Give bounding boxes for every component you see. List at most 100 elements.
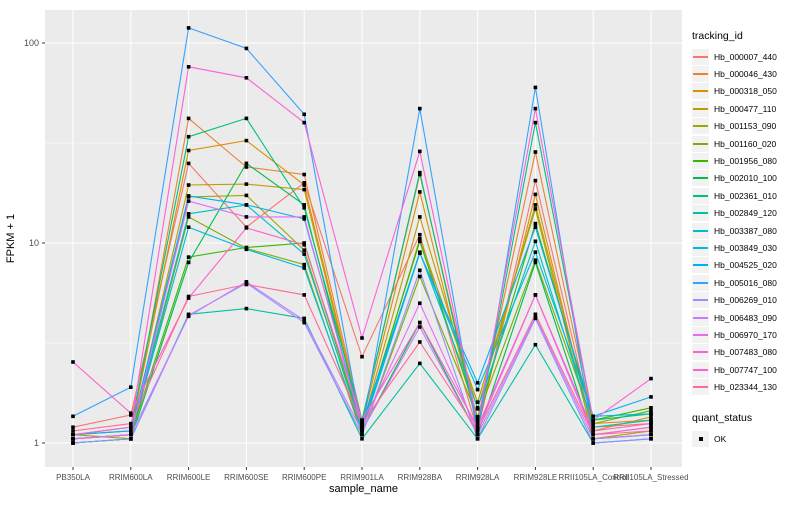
data-point — [533, 207, 538, 211]
x-tick-label: RRIM901LA — [340, 473, 384, 482]
legend-key-swatch — [692, 118, 709, 135]
data-point — [533, 239, 538, 244]
legend-line-icon — [693, 212, 708, 215]
data-point — [418, 274, 422, 279]
legend-item-Hb_000046_430: Hb_000046_430 — [688, 65, 800, 83]
data-point — [186, 215, 191, 219]
legend-line-icon — [693, 229, 708, 232]
legend-line-icon — [693, 177, 708, 180]
data-point — [360, 437, 364, 441]
legend-line-icon — [693, 316, 708, 319]
data-point — [71, 425, 75, 429]
data-point — [649, 408, 653, 413]
data-point — [186, 225, 191, 229]
data-point — [649, 429, 653, 433]
data-point — [302, 112, 306, 117]
legend-item-label: Hb_003849_030 — [714, 242, 777, 253]
legend-panel: tracking_id Hb_000007_440 Hb_000046_430 Hb… — [688, 0, 800, 500]
legend-key-swatch — [692, 309, 709, 326]
data-point — [244, 280, 249, 284]
data-point — [186, 134, 191, 139]
data-point — [418, 149, 422, 154]
data-point — [302, 203, 306, 207]
quant-key-swatch — [692, 430, 709, 447]
data-point — [186, 148, 191, 153]
legend-item-Hb_001160_020: Hb_001160_020 — [688, 135, 800, 152]
legend-item-Hb_007483_080: Hb_007483_080 — [688, 344, 800, 361]
legend-key-swatch — [692, 344, 709, 361]
data-point — [244, 203, 249, 207]
data-point — [186, 116, 191, 121]
data-point — [533, 221, 538, 226]
data-point — [186, 212, 191, 216]
legend-item-Hb_004525_020: Hb_004525_020 — [688, 257, 800, 274]
data-point — [533, 342, 538, 347]
legend-item-label: Hb_002361_010 — [714, 190, 777, 201]
data-point — [302, 248, 306, 252]
x-tick-label: RRII105LA_Control — [559, 473, 629, 482]
data-point — [533, 250, 538, 254]
data-point — [302, 206, 306, 210]
legend-item-label: Hb_003387_080 — [714, 225, 777, 236]
legend-key-swatch — [692, 292, 709, 309]
data-point — [302, 293, 306, 297]
data-point — [533, 192, 538, 197]
data-point — [591, 429, 595, 433]
data-point — [129, 421, 133, 426]
data-point — [244, 282, 249, 287]
y-tick-label: 10 — [29, 238, 39, 248]
data-point — [649, 432, 653, 437]
legend-line-icon — [693, 125, 708, 128]
tracking-id-legend: tracking_id Hb_000007_440 Hb_000046_430 Hb… — [688, 30, 800, 396]
data-point — [302, 187, 306, 192]
legend-item-Hb_023344_130: Hb_023344_130 — [688, 378, 800, 396]
data-point — [533, 258, 538, 262]
quant-status-legend: quant_status OK — [688, 412, 800, 447]
legend-item-label: Hb_000318_050 — [714, 86, 777, 97]
data-point — [244, 306, 249, 311]
legend-item-label: Hb_004525_020 — [714, 260, 777, 271]
legend-line-icon — [693, 368, 708, 371]
data-point — [649, 437, 653, 441]
legend-line-icon — [693, 160, 708, 163]
legend-line-icon — [693, 351, 708, 354]
legend-key-swatch — [692, 187, 709, 204]
data-point — [186, 65, 191, 69]
data-point — [186, 183, 191, 187]
legend-item-label: Hb_000046_430 — [714, 69, 777, 80]
legend-line-icon — [693, 386, 708, 389]
data-point — [186, 26, 191, 30]
data-point — [129, 432, 133, 437]
x-tick-label: RRIM600SE — [224, 473, 268, 482]
legend-key-swatch — [692, 257, 709, 274]
data-point — [360, 432, 364, 437]
data-point — [591, 441, 595, 445]
data-point — [129, 385, 133, 389]
data-point — [475, 387, 480, 392]
data-point — [302, 120, 306, 125]
legend-line-icon — [693, 90, 708, 93]
legend-item-Hb_000477_110: Hb_000477_110 — [688, 100, 800, 117]
data-point — [360, 418, 364, 422]
legend-item-label: Hb_023344_130 — [714, 382, 777, 393]
data-point — [591, 421, 595, 426]
legend-item-Hb_003387_080: Hb_003387_080 — [688, 222, 800, 239]
data-point — [418, 190, 422, 194]
data-point — [71, 429, 75, 433]
data-point — [475, 437, 480, 441]
data-point — [533, 178, 538, 183]
legend-item-Hb_000007_440: Hb_000007_440 — [688, 48, 800, 65]
data-point — [591, 418, 595, 422]
data-point — [186, 314, 191, 319]
legend-line-icon — [693, 281, 708, 284]
data-point — [302, 217, 306, 221]
x-tick-label: RRIM600LA — [109, 473, 153, 482]
data-point — [475, 400, 480, 404]
data-point — [360, 336, 364, 340]
data-point — [71, 414, 75, 419]
data-point — [360, 425, 364, 429]
legend-line-icon — [693, 107, 708, 110]
data-point — [475, 415, 480, 419]
data-point — [591, 425, 595, 429]
data-point — [186, 255, 191, 259]
